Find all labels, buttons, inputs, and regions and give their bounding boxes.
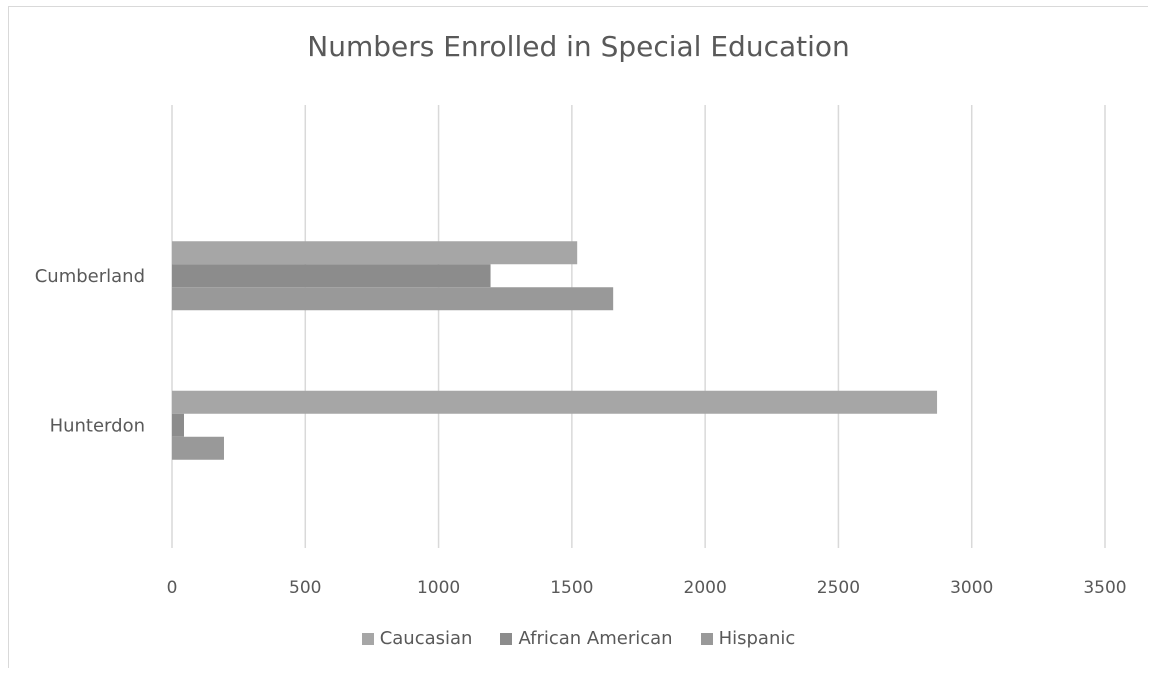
x-tick-label: 2000 bbox=[684, 578, 727, 598]
x-tick-label: 3000 bbox=[950, 578, 993, 598]
category-label: Hunterdon bbox=[50, 415, 145, 436]
legend-label-hispanic: Hispanic bbox=[718, 628, 796, 649]
bar-cumberland-caucasian bbox=[172, 241, 578, 265]
legend-label-caucasian: Caucasian bbox=[379, 628, 473, 649]
legend-swatch-african-american bbox=[500, 632, 513, 645]
x-tick-label: 1000 bbox=[417, 578, 460, 598]
bar-hunterdon-caucasian bbox=[172, 390, 938, 414]
bar-cumberland-hispanic bbox=[172, 287, 614, 311]
x-tick-label: 500 bbox=[289, 578, 321, 598]
legend-swatch-caucasian bbox=[361, 632, 374, 645]
bar-hunterdon-hispanic bbox=[172, 436, 224, 460]
chart-legend: Caucasian African American Hispanic bbox=[0, 628, 1157, 649]
category-label: Cumberland bbox=[35, 266, 145, 287]
legend-item-caucasian: Caucasian bbox=[361, 628, 473, 649]
x-tick-label: 1500 bbox=[550, 578, 593, 598]
legend-swatch-hispanic bbox=[700, 632, 713, 645]
x-tick-label: 2500 bbox=[817, 578, 860, 598]
chart-title: Numbers Enrolled in Special Education bbox=[307, 30, 850, 63]
legend-item-african-american: African American bbox=[500, 628, 673, 649]
chart-frame bbox=[8, 6, 1148, 668]
x-tick-label: 3500 bbox=[1083, 578, 1126, 598]
bar-cumberland-african-american bbox=[172, 264, 491, 288]
x-tick-label: 0 bbox=[167, 578, 178, 598]
legend-label-african-american: African American bbox=[518, 628, 673, 649]
bar-hunterdon-african-american bbox=[172, 413, 184, 437]
legend-item-hispanic: Hispanic bbox=[700, 628, 796, 649]
